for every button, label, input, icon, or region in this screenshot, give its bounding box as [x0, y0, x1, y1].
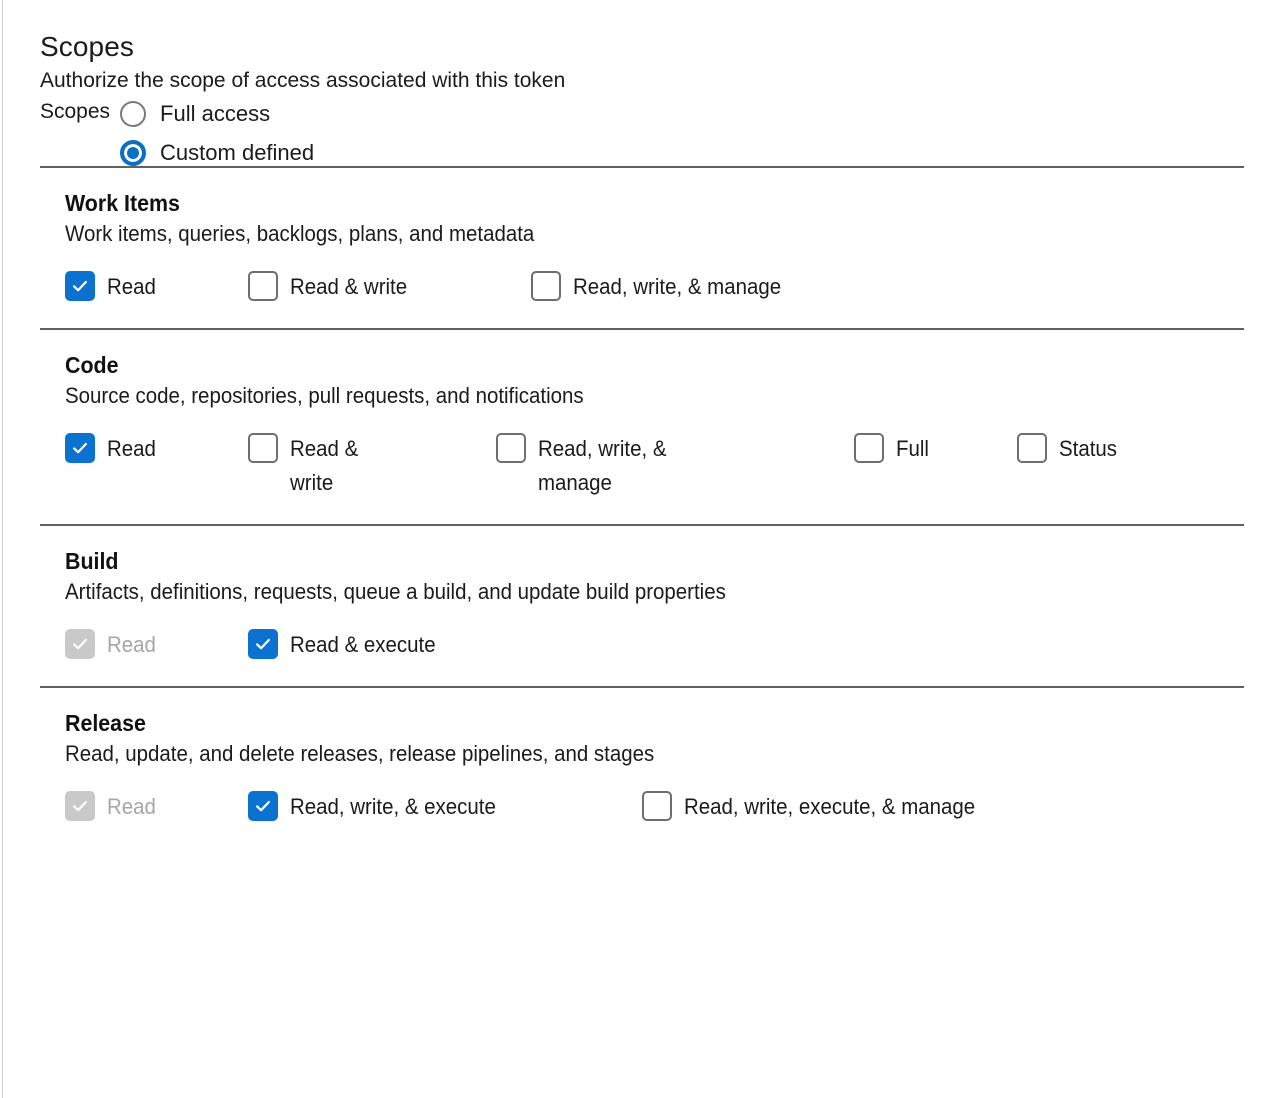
pane-left-edge: [2, 0, 3, 1098]
checkbox-option-release-read: Read: [65, 790, 248, 824]
section-description-code: Source code, repositories, pull requests…: [65, 383, 584, 408]
checkbox-option-release-read-write-execute[interactable]: Read, write, & execute: [248, 790, 642, 824]
checkbox-icon[interactable]: [854, 433, 884, 463]
check-icon: [256, 800, 270, 812]
checkbox-icon[interactable]: [531, 271, 561, 301]
checkbox-option-code-read-write-manage[interactable]: Read, write, & manage: [496, 432, 854, 500]
checkbox-option-build-read: Read: [65, 628, 248, 662]
checkbox-option-code-status[interactable]: Status: [1017, 432, 1217, 466]
checkbox-icon[interactable]: [248, 629, 278, 659]
scope-section-code: Code Source code, repositories, pull req…: [0, 330, 1282, 524]
section-title-release: Release: [65, 710, 146, 736]
checkbox-option-build-read-execute[interactable]: Read & execute: [248, 628, 548, 662]
section-divider: [40, 686, 1244, 688]
checkbox-icon: [65, 629, 95, 659]
radio-unselected-icon[interactable]: [120, 101, 147, 127]
page-title: Scopes: [40, 31, 134, 62]
radio-option-full-access[interactable]: Full access: [120, 101, 314, 127]
options-row-code: Read Read & write Read, write, & manage: [65, 432, 1282, 500]
section-title-work-items: Work Items: [65, 190, 180, 216]
checkbox-label: Read: [107, 632, 156, 657]
radio-label-full-access: Full access: [160, 101, 271, 126]
checkbox-label: Read & write: [290, 436, 359, 495]
options-row-work-items: Read Read & write Read, write, & manage: [65, 270, 1282, 304]
page-subtitle: Authorize the scope of access associated…: [40, 69, 566, 92]
scope-section-release: Release Read, update, and delete release…: [0, 688, 1282, 848]
section-divider: [40, 166, 1244, 168]
check-icon: [73, 638, 87, 650]
check-icon: [73, 442, 87, 454]
checkbox-label: Full: [896, 436, 929, 461]
checkbox-icon[interactable]: [65, 433, 95, 463]
section-description-release: Read, update, and delete releases, relea…: [65, 741, 655, 766]
check-icon: [256, 638, 270, 650]
checkbox-option-code-read-write[interactable]: Read & write: [248, 432, 496, 500]
section-title-code: Code: [65, 352, 119, 378]
scope-section-build: Build Artifacts, definitions, requests, …: [0, 526, 1282, 686]
checkbox-option-workitems-read[interactable]: Read: [65, 270, 248, 304]
radio-selected-icon[interactable]: [120, 140, 147, 166]
section-title-build: Build: [65, 548, 119, 574]
scopes-radio-list: Full access Custom defined: [120, 97, 314, 166]
checkbox-label: Read & write: [290, 274, 408, 299]
radio-option-custom-defined[interactable]: Custom defined: [120, 140, 314, 166]
checkbox-icon: [65, 791, 95, 821]
checkbox-option-code-read[interactable]: Read: [65, 432, 248, 466]
checkbox-label: Read & execute: [290, 632, 436, 657]
scopes-radio-group: Scopes Full access Custom defined: [40, 97, 1282, 166]
checkbox-icon[interactable]: [248, 271, 278, 301]
checkbox-option-workitems-read-write-manage[interactable]: Read, write, & manage: [531, 270, 811, 304]
checkbox-option-workitems-read-write[interactable]: Read & write: [248, 270, 531, 304]
scope-section-work-items: Work Items Work items, queries, backlogs…: [0, 168, 1282, 328]
checkbox-icon[interactable]: [65, 271, 95, 301]
scopes-radio-legend: Scopes: [40, 100, 111, 123]
checkbox-option-release-read-write-execute-manage[interactable]: Read, write, execute, & manage: [642, 790, 1102, 824]
scopes-page: Scopes Authorize the scope of access ass…: [0, 0, 1282, 848]
checkbox-label: Read, write, & manage: [538, 436, 667, 495]
checkbox-label: Read, write, & execute: [290, 794, 496, 819]
check-icon: [73, 280, 87, 292]
checkbox-label: Read: [107, 274, 156, 299]
checkbox-label: Read: [107, 436, 156, 461]
options-row-build: Read Read & execute: [65, 628, 1282, 662]
checkbox-icon[interactable]: [248, 791, 278, 821]
checkbox-icon[interactable]: [496, 433, 526, 463]
radio-label-custom-defined: Custom defined: [160, 140, 315, 165]
checkbox-label: Read, write, execute, & manage: [684, 794, 976, 819]
scopes-header: Scopes Authorize the scope of access ass…: [0, 0, 1282, 166]
section-divider: [40, 524, 1244, 526]
checkbox-label: Status: [1059, 436, 1118, 461]
checkbox-label: Read: [107, 794, 156, 819]
options-row-release: Read Read, write, & execute Read, write,…: [65, 790, 1282, 824]
section-description-build: Artifacts, definitions, requests, queue …: [65, 579, 726, 604]
section-description-work-items: Work items, queries, backlogs, plans, an…: [65, 221, 535, 246]
checkbox-icon[interactable]: [642, 791, 672, 821]
checkbox-icon[interactable]: [1017, 433, 1047, 463]
section-divider: [40, 328, 1244, 330]
checkbox-label: Read, write, & manage: [573, 274, 782, 299]
checkbox-icon[interactable]: [248, 433, 278, 463]
checkbox-option-code-full[interactable]: Full: [854, 432, 1017, 466]
check-icon: [73, 800, 87, 812]
